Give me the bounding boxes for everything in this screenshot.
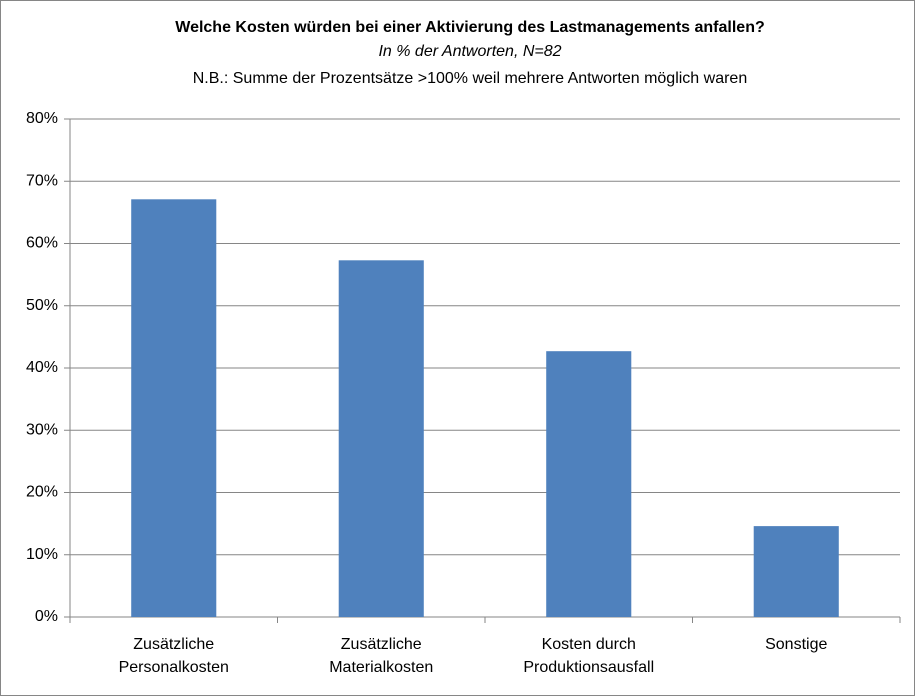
y-tick-label: 50% [26, 297, 58, 314]
x-tick-label: Personalkosten [119, 659, 229, 676]
y-tick-label: 70% [26, 172, 58, 189]
x-tick-label: Produktionsausfall [523, 659, 654, 676]
chart-subtitle: In % der Antworten, N=82 [378, 43, 561, 60]
x-tick-label: Sonstige [765, 636, 827, 653]
y-tick-label: 80% [26, 110, 58, 127]
x-tick-label: Materialkosten [329, 659, 433, 676]
y-tick-label: 10% [26, 546, 58, 563]
bar [131, 199, 217, 618]
y-tick-label: 60% [26, 235, 58, 252]
y-tick-label: 30% [26, 421, 58, 438]
y-tick-label: 20% [26, 484, 58, 501]
y-tick-label: 40% [26, 359, 58, 376]
x-tick-label: Zusätzliche [341, 636, 422, 653]
chart-title: Welche Kosten würden bei einer Aktivieru… [175, 19, 764, 36]
chart-note: N.B.: Summe der Prozentsätze >100% weil … [193, 70, 747, 87]
x-tick-label: Kosten durch [542, 636, 636, 653]
x-tick-label: Zusätzliche [133, 636, 214, 653]
bar [546, 351, 632, 617]
bar [338, 260, 424, 617]
bar [753, 526, 839, 617]
y-tick-label: 0% [35, 608, 58, 625]
